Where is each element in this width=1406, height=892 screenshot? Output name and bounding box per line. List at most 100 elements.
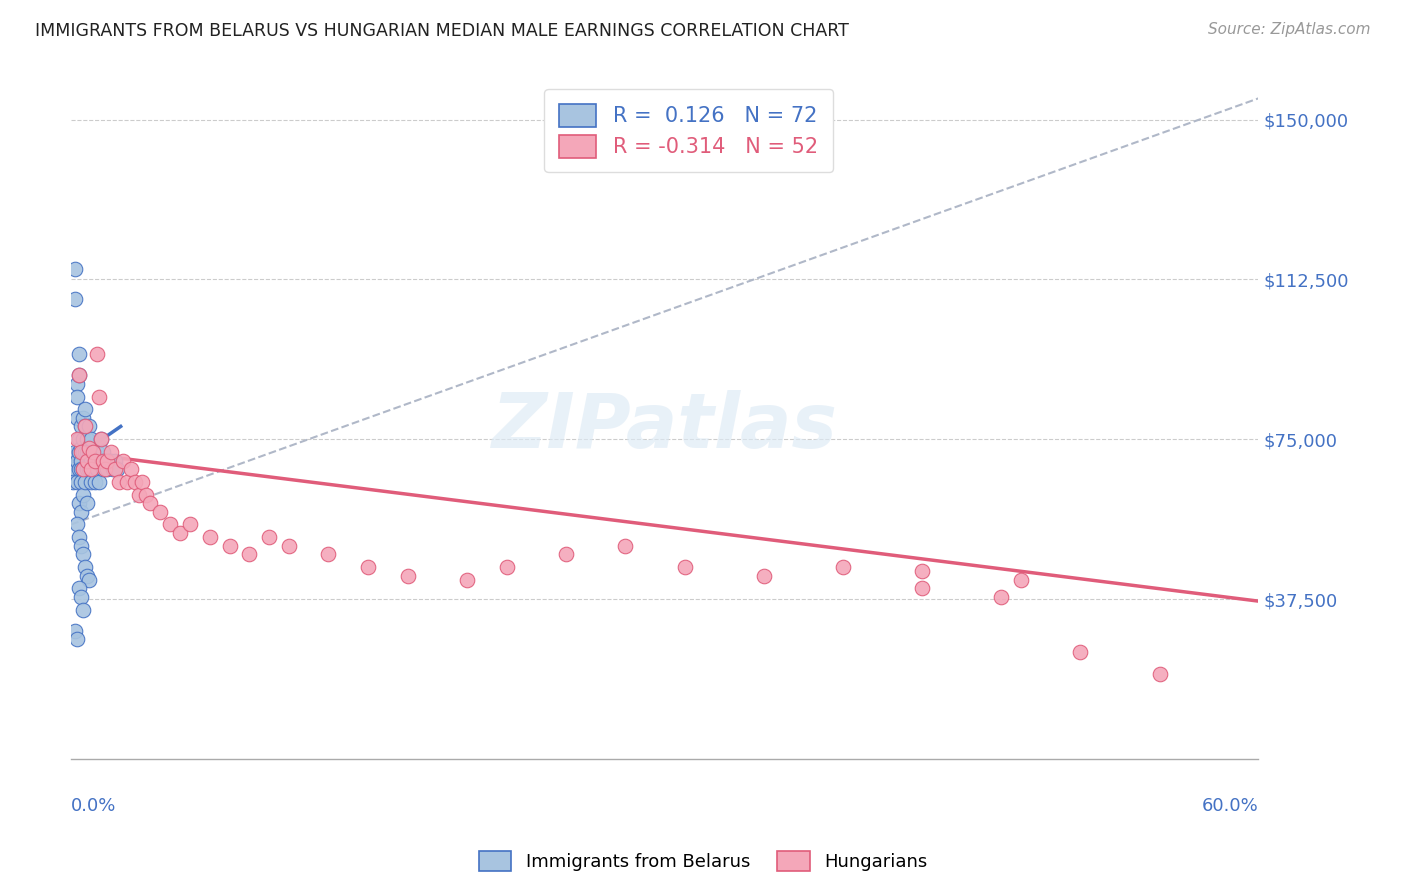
Point: [990, 590, 1012, 604]
Point: [396, 568, 419, 582]
Point: [67, 432, 90, 446]
Point: [105, 462, 128, 476]
Point: [80, 432, 103, 446]
Point: [139, 496, 162, 510]
Text: 0.0%: 0.0%: [72, 797, 117, 814]
Point: [1069, 645, 1091, 659]
Point: [76, 445, 98, 459]
Point: [84, 475, 107, 489]
Text: Source: ZipAtlas.com: Source: ZipAtlas.com: [1208, 22, 1371, 37]
Point: [75, 402, 97, 417]
Point: [179, 517, 201, 532]
Point: [75, 419, 97, 434]
Point: [131, 475, 153, 489]
Point: [76, 496, 98, 510]
Point: [76, 453, 98, 467]
Point: [75, 560, 97, 574]
Point: [67, 496, 90, 510]
Point: [120, 462, 142, 476]
Point: [67, 368, 90, 383]
Point: [67, 368, 90, 383]
Point: [72, 445, 94, 459]
Point: [66, 517, 89, 532]
Point: [87, 453, 110, 467]
Point: [752, 568, 775, 582]
Point: [66, 376, 89, 391]
Point: [67, 582, 90, 596]
Point: [115, 475, 138, 489]
Point: [614, 539, 637, 553]
Point: [82, 445, 104, 459]
Point: [63, 445, 86, 459]
Point: [80, 462, 103, 476]
Point: [66, 411, 89, 425]
Point: [72, 462, 94, 476]
Point: [911, 582, 934, 596]
Point: [554, 547, 576, 561]
Point: [96, 462, 118, 476]
Point: [91, 453, 114, 467]
Point: [63, 624, 86, 638]
Point: [70, 475, 93, 489]
Point: [62, 462, 84, 476]
Point: [86, 462, 108, 476]
Point: [101, 462, 124, 476]
Point: [70, 505, 93, 519]
Point: [832, 560, 855, 574]
Point: [149, 505, 172, 519]
Point: [72, 547, 94, 561]
Point: [66, 390, 89, 404]
Point: [76, 568, 98, 582]
Point: [70, 419, 93, 434]
Point: [82, 462, 104, 476]
Legend: R =  0.126   N = 72, R = -0.314   N = 52: R = 0.126 N = 72, R = -0.314 N = 52: [544, 89, 832, 172]
Legend: Immigrants from Belarus, Hungarians: Immigrants from Belarus, Hungarians: [471, 844, 935, 879]
Point: [169, 525, 191, 540]
Text: IMMIGRANTS FROM BELARUS VS HUNGARIAN MEDIAN MALE EARNINGS CORRELATION CHART: IMMIGRANTS FROM BELARUS VS HUNGARIAN MED…: [35, 22, 849, 40]
Point: [135, 487, 157, 501]
Point: [75, 419, 97, 434]
Point: [70, 539, 93, 553]
Point: [100, 453, 122, 467]
Point: [62, 475, 84, 489]
Point: [77, 419, 100, 434]
Point: [77, 441, 100, 455]
Point: [87, 390, 110, 404]
Point: [63, 261, 86, 276]
Point: [66, 632, 89, 647]
Point: [72, 411, 94, 425]
Point: [70, 462, 93, 476]
Point: [124, 475, 146, 489]
Point: [104, 453, 127, 467]
Point: [80, 453, 103, 467]
Point: [77, 462, 100, 476]
Point: [77, 445, 100, 459]
Point: [90, 453, 112, 467]
Point: [91, 462, 114, 476]
Point: [97, 453, 120, 467]
Point: [76, 432, 98, 446]
Point: [100, 445, 122, 459]
Point: [456, 573, 478, 587]
Point: [80, 475, 103, 489]
Point: [67, 462, 90, 476]
Text: 60.0%: 60.0%: [1202, 797, 1258, 814]
Point: [66, 475, 89, 489]
Point: [218, 539, 240, 553]
Point: [72, 487, 94, 501]
Point: [82, 445, 104, 459]
Point: [1149, 666, 1171, 681]
Point: [75, 475, 97, 489]
Point: [96, 453, 118, 467]
Point: [63, 292, 86, 306]
Point: [66, 432, 89, 446]
Point: [72, 432, 94, 446]
Point: [673, 560, 696, 574]
Point: [70, 445, 93, 459]
Point: [357, 560, 380, 574]
Point: [107, 475, 129, 489]
Point: [277, 539, 299, 553]
Point: [495, 560, 517, 574]
Point: [111, 453, 134, 467]
Point: [238, 547, 260, 561]
